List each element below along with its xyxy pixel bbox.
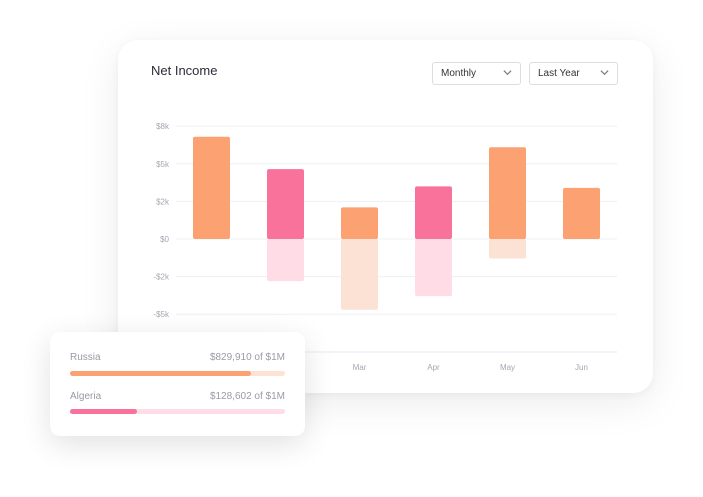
bar-negative	[267, 239, 304, 282]
y-tick-label: $8k	[156, 122, 170, 131]
chevron-down-icon	[503, 70, 512, 76]
y-tick-label: -$5k	[153, 310, 170, 319]
bar-negative	[341, 239, 378, 310]
y-tick-label: -$2k	[153, 273, 170, 282]
page-title: Net Income	[151, 63, 218, 78]
bar-positive	[563, 187, 600, 239]
progress-fill	[70, 371, 251, 376]
x-tick-label: Apr	[427, 363, 440, 372]
range-dropdown[interactable]: Last Year	[529, 62, 618, 85]
bar-negative	[415, 239, 452, 297]
progress-fill	[70, 409, 137, 414]
country-label: Algeria	[70, 391, 102, 402]
y-tick-label: $2k	[156, 197, 170, 206]
bar-positive	[415, 186, 452, 239]
bar-positive	[341, 207, 378, 239]
range-value: Last Year	[538, 68, 580, 79]
country-value: $128,602 of $1M	[209, 391, 285, 402]
bar-negative	[489, 239, 526, 259]
progress-bar-algeria	[70, 409, 285, 414]
bar-positive	[267, 169, 304, 239]
bar-positive	[193, 136, 230, 239]
bar-positive	[489, 147, 526, 239]
country-progress-card: Russia $829,910 of $1M Algeria $128,602 …	[50, 332, 305, 436]
chevron-down-icon	[600, 70, 609, 76]
country-value: $829,910 of $1M	[209, 352, 285, 363]
period-value: Monthly	[441, 68, 477, 79]
x-tick-label: Mar	[353, 363, 367, 372]
y-tick-label: $0	[160, 235, 169, 244]
y-tick-label: $5k	[156, 160, 170, 169]
x-tick-label: Jun	[575, 363, 588, 372]
period-dropdown[interactable]: Monthly	[432, 62, 521, 85]
country-label: Russia	[70, 352, 101, 363]
x-tick-label: May	[500, 363, 515, 372]
progress-bar-russia	[70, 371, 285, 376]
